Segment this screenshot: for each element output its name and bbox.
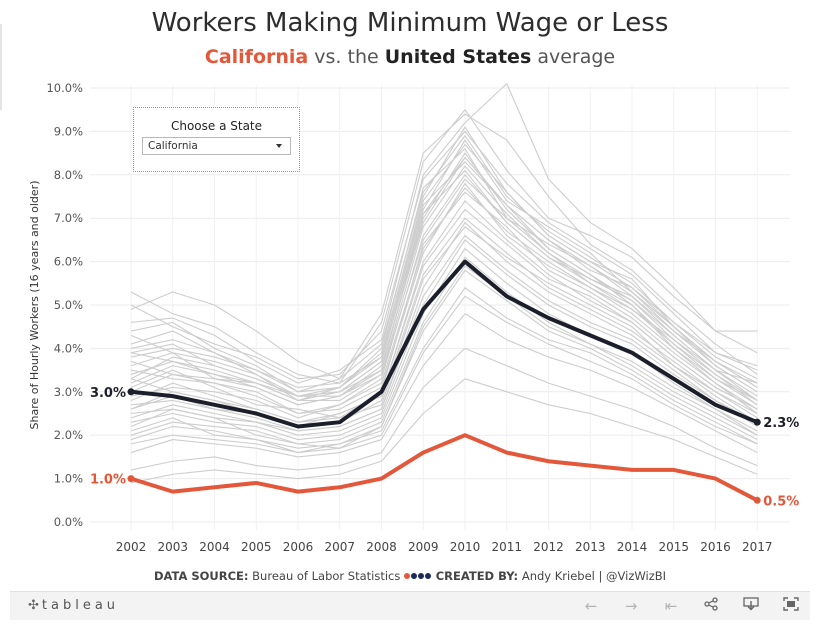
x-tick-label: 2002 [116, 540, 147, 554]
y-axis-title: Share of Hourly Workers (16 years and ol… [28, 181, 41, 430]
y-tick-label: 1.0% [54, 472, 83, 486]
created-value: Andy Kriebel | @VizWizBI [521, 569, 667, 583]
x-tick-label: 2005 [241, 540, 272, 554]
california-end-label: 0.5% [763, 494, 799, 509]
other-state-line [130, 256, 758, 445]
y-tick-label: 6.0% [54, 255, 83, 269]
subtitle-us: United States [384, 46, 532, 68]
share-icon[interactable] [700, 595, 722, 617]
other-states-lines [130, 83, 758, 484]
chart-subtitle: California vs. the United States average [0, 46, 820, 68]
state-dropdown-value: California [148, 140, 198, 152]
state-dropdown[interactable]: California [142, 137, 291, 155]
us-end-point [753, 418, 761, 426]
other-state-line [130, 165, 758, 406]
left-edge-marker [0, 24, 2, 110]
other-state-line [130, 378, 758, 484]
x-tick-label: 2015 [658, 540, 689, 554]
us-average-line [129, 259, 760, 429]
subtitle-state: California [204, 46, 309, 68]
other-state-line [130, 156, 758, 402]
y-tick-label: 0.0% [54, 515, 83, 529]
other-state-line [130, 287, 758, 454]
other-state-line [130, 239, 758, 436]
y-tick-label: 8.0% [54, 168, 83, 182]
california-line [129, 433, 760, 503]
tableau-logo[interactable]: ✣ tableau [28, 598, 119, 613]
y-tick-label: 10.0% [46, 81, 83, 95]
subtitle-end: average [537, 46, 616, 68]
x-tick-label: 2010 [450, 540, 481, 554]
separator-dots-icon [404, 569, 436, 583]
dropdown-arrow-icon [276, 144, 282, 148]
x-tick-label: 2004 [199, 540, 230, 554]
x-tick-label: 2008 [366, 540, 397, 554]
y-tick-label: 3.0% [54, 385, 83, 399]
california-start-point [127, 475, 135, 483]
subtitle-mid: vs. the [314, 46, 379, 68]
y-tick-label: 4.0% [54, 341, 83, 355]
other-state-line [130, 109, 758, 384]
forward-icon[interactable]: → [624, 597, 638, 615]
y-tick-label: 7.0% [54, 211, 83, 225]
other-state-line [130, 347, 758, 471]
source-value: Bureau of Labor Statistics [252, 569, 401, 583]
other-state-line [130, 178, 758, 401]
california-start-label: 1.0% [90, 473, 126, 488]
y-tick-label: 2.0% [54, 428, 83, 442]
x-tick-label: 2016 [700, 540, 731, 554]
x-tick-label: 2006 [283, 540, 314, 554]
footer-credits: DATA SOURCE: Bureau of Labor Statistics … [0, 569, 820, 583]
x-tick-label: 2009 [408, 540, 439, 554]
other-state-line [130, 221, 758, 432]
other-state-line [130, 130, 758, 380]
filter-title: Choose a State [170, 119, 263, 133]
fullscreen-icon[interactable] [780, 595, 802, 617]
tableau-wordmark: tableau [41, 598, 120, 613]
other-state-line [130, 295, 758, 454]
chart-title: Workers Making Minimum Wage or Less [151, 8, 669, 38]
other-state-line [130, 269, 758, 449]
other-state-line [130, 313, 758, 458]
axes: 0.0% 1.0% 2.0% 3.0% 4.0% 5.0% 6.0% 7.0% 8.0% 9.0%… [28, 81, 773, 554]
other-state-line [130, 226, 758, 423]
source-label: DATA SOURCE: [153, 569, 249, 583]
other-state-line [130, 148, 758, 402]
other-state-line [130, 143, 758, 397]
tableau-cross-icon: ✣ [28, 598, 39, 613]
other-state-line [130, 208, 758, 428]
highlight-series: 3.0% 2.3% 1.0% 0.5% [90, 259, 799, 509]
other-state-line [130, 187, 758, 415]
x-tick-label: 2017 [742, 540, 773, 554]
other-state-line [130, 113, 758, 380]
download-icon[interactable] [740, 595, 762, 617]
x-tick-label: 2013 [575, 540, 606, 554]
revert-icon[interactable]: ⇤ [664, 597, 678, 615]
us-start-label: 3.0% [90, 386, 126, 401]
x-tick-label: 2012 [533, 540, 564, 554]
back-icon[interactable]: ← [584, 597, 598, 615]
created-label: CREATED BY: [435, 569, 519, 583]
y-tick-label: 9.0% [54, 124, 83, 138]
tableau-toolbar: ✣ tableau ← → ⇤ [10, 591, 810, 620]
line-chart: 3.0% 2.3% 1.0% 0.5% 0.0% 1.0% 2.0% 3.0% 4.0% 5.0… [28, 81, 799, 554]
state-filter-panel: Choose a State California [133, 107, 300, 172]
y-tick-label: 5.0% [54, 298, 83, 312]
other-state-line [130, 235, 758, 432]
us-start-point [127, 388, 135, 396]
x-tick-label: 2014 [617, 540, 648, 554]
x-tick-label: 2011 [491, 540, 522, 554]
us-end-label: 2.3% [763, 416, 799, 431]
other-state-line [130, 83, 758, 384]
other-state-line [130, 169, 758, 397]
other-state-line [130, 265, 758, 449]
other-state-line [130, 135, 758, 393]
california-end-point [753, 496, 761, 504]
x-tick-label: 2003 [157, 540, 188, 554]
x-tick-label: 2007 [324, 540, 355, 554]
